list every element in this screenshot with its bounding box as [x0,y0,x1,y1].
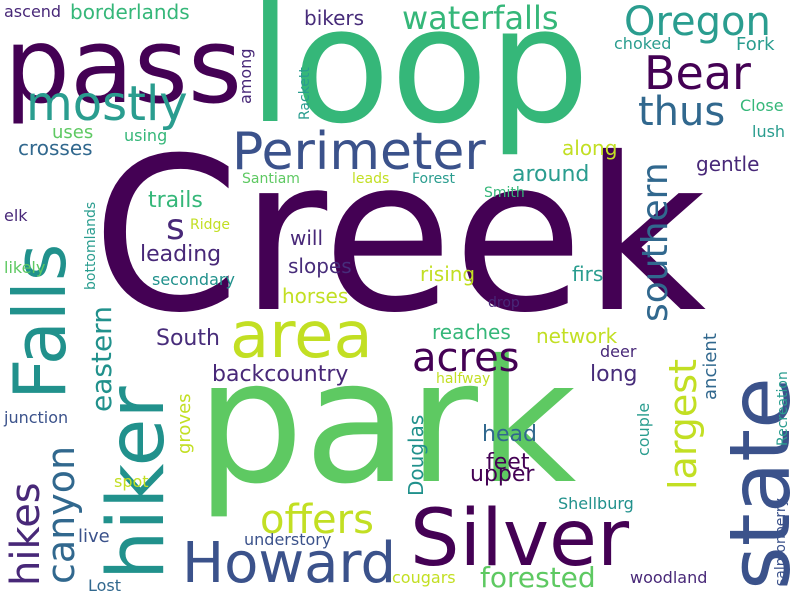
word-lush: lush [752,122,786,141]
word-largest: largest [661,359,705,490]
word-woodland: woodland [630,568,708,587]
word-salmonberry: salmonberry [773,498,789,586]
word-uses: uses [52,122,94,143]
word-perimeter: Perimeter [232,122,486,182]
word-groves: groves [174,393,195,454]
word-couple: couple [634,402,653,456]
word-cougars: cougars [392,568,456,587]
word-will: will [290,226,324,250]
word-feet: feet [486,450,530,475]
word-gentle: gentle [696,152,760,176]
word-upper: upper [470,462,535,487]
word-park: park [196,324,577,522]
word-network: network [536,324,618,348]
word-rising: rising [420,262,476,286]
word-forested: forested [480,561,596,594]
word-junction: junction [4,408,69,427]
word-pass: pass [4,5,243,127]
word-leads: leads [352,171,390,187]
word-understory: understory [244,530,332,549]
word-head: head [482,422,537,447]
word-choked: choked [614,34,672,53]
word-ascend: ascend [4,2,62,21]
word-likely: likely [4,258,46,277]
word-ancient: ancient [700,333,721,400]
word-elk: elk [4,206,28,225]
word-borderlands: borderlands [70,0,190,24]
word-acres: acres [412,335,520,381]
word-shellburg: Shellburg [558,494,634,513]
word-drop: drop [488,295,520,311]
word-south: South [156,326,220,351]
word-santiam: Santiam [242,171,300,187]
word-hikes: hikes [3,482,49,586]
word-live: live [78,526,110,547]
word-leading: leading [140,242,222,267]
word-silver: Silver [410,494,630,584]
word-using: using [124,126,168,145]
word-howard: Howard [182,531,397,596]
word-s: s [166,207,185,248]
word-deer: deer [600,342,637,361]
word-waterfalls: waterfalls [402,0,559,37]
word-among: among [236,48,255,104]
word-lost: Lost [88,576,122,595]
word-ridge: Ridge [190,217,231,233]
word-oregon: Oregon [624,0,771,45]
word-secondary: secondary [152,270,235,289]
word-forest: Forest [412,171,455,187]
word-backcountry: backcountry [212,362,349,387]
word-area: area [230,299,373,373]
word-offers: offers [260,497,374,543]
word-creek: Creek [92,112,707,359]
word-horses: horses [282,284,349,308]
word-rackett: Rackett [297,67,313,120]
word-around: around [512,162,590,187]
word-crosses: crosses [18,136,93,160]
word-douglas: Douglas [404,414,428,496]
word-long: long [590,362,638,387]
word-bottomlands: bottomlands [83,201,99,290]
word-smith: Smith [484,185,525,201]
word-loop: loop [248,0,590,159]
word-reaches: reaches [432,320,511,344]
word-southern: southern [635,162,676,322]
word-trails: trails [148,188,203,213]
word-recreation: Recreation [775,371,791,446]
word-bear: Bear [644,46,751,100]
word-bikers: bikers [304,6,365,30]
word-close: Close [740,96,784,115]
word-eastern: eastern [85,306,118,412]
word-mostly: mostly [26,76,188,132]
word-spot: spot [114,472,149,491]
word-thus: thus [638,89,726,135]
word-along: along [562,136,618,160]
word-firs: firs [572,262,604,286]
word-slopes: slopes [288,254,352,278]
word-fork: Fork [736,34,775,55]
word-halfway: halfway [436,371,491,387]
